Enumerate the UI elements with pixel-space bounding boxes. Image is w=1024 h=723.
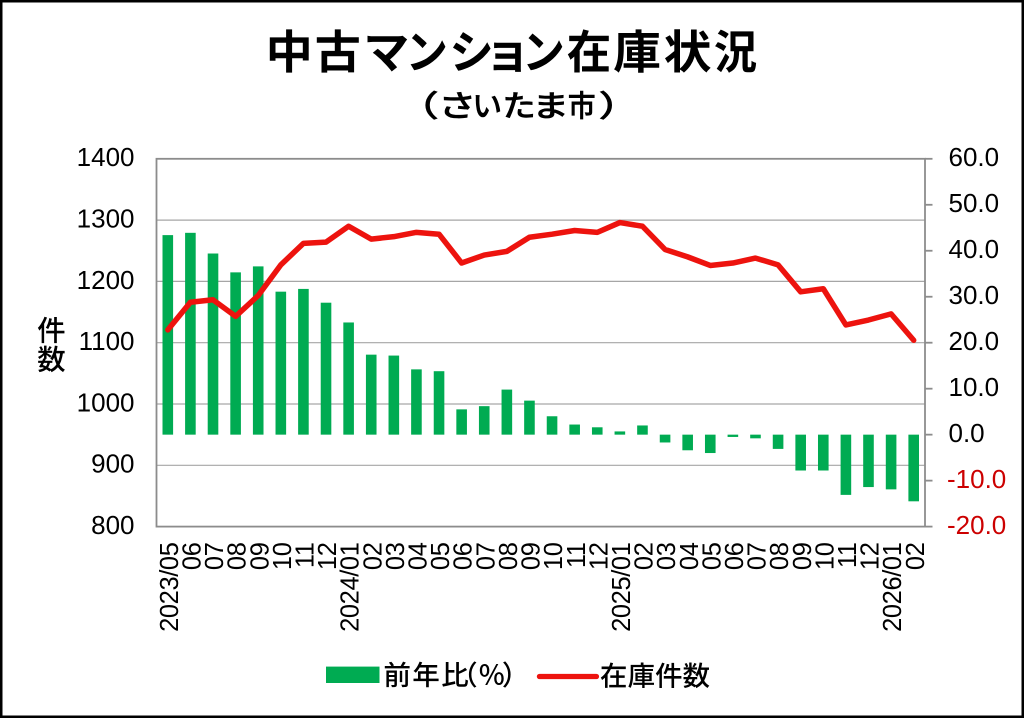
svg-text:2024/01: 2024/01 bbox=[337, 543, 365, 632]
svg-text:11: 11 bbox=[563, 543, 591, 569]
svg-text:07: 07 bbox=[472, 543, 500, 571]
svg-text:1200: 1200 bbox=[77, 265, 135, 295]
svg-text:07: 07 bbox=[744, 543, 772, 571]
svg-text:2025/01: 2025/01 bbox=[608, 543, 636, 632]
svg-text:900: 900 bbox=[91, 449, 134, 479]
svg-text:10: 10 bbox=[811, 542, 839, 570]
svg-text:02: 02 bbox=[631, 543, 659, 571]
svg-text:08: 08 bbox=[495, 542, 523, 570]
svg-text:05: 05 bbox=[427, 542, 455, 570]
svg-text:2026/01: 2026/01 bbox=[879, 543, 907, 632]
svg-text:04: 04 bbox=[676, 542, 704, 570]
svg-text:03: 03 bbox=[382, 542, 410, 570]
svg-text:05: 05 bbox=[698, 542, 726, 570]
svg-text:1100: 1100 bbox=[79, 326, 135, 356]
svg-text:1000: 1000 bbox=[77, 387, 135, 417]
svg-text:40.0: 40.0 bbox=[949, 234, 1000, 264]
svg-text:12: 12 bbox=[314, 543, 342, 571]
svg-text:02: 02 bbox=[359, 543, 387, 571]
svg-text:12: 12 bbox=[857, 543, 885, 571]
svg-text:30.0: 30.0 bbox=[949, 280, 1000, 310]
svg-text:10.0: 10.0 bbox=[949, 372, 1000, 402]
svg-text:02: 02 bbox=[902, 543, 930, 571]
svg-text:09: 09 bbox=[789, 543, 817, 571]
svg-text:1300: 1300 bbox=[77, 204, 135, 234]
svg-text:07: 07 bbox=[201, 543, 229, 571]
svg-text:10: 10 bbox=[540, 542, 568, 570]
svg-text:06: 06 bbox=[450, 542, 478, 570]
svg-text:60.0: 60.0 bbox=[949, 142, 1000, 172]
svg-text:12: 12 bbox=[585, 543, 613, 571]
svg-text:1400: 1400 bbox=[77, 142, 135, 172]
svg-text:04: 04 bbox=[405, 542, 433, 570]
svg-text:10: 10 bbox=[269, 542, 297, 570]
svg-text:50.0: 50.0 bbox=[949, 188, 1000, 218]
svg-text:800: 800 bbox=[91, 510, 134, 540]
svg-text:20.0: 20.0 bbox=[949, 326, 1000, 356]
svg-text:09: 09 bbox=[246, 543, 274, 571]
svg-text:2023/05: 2023/05 bbox=[156, 542, 184, 632]
svg-text:0.0: 0.0 bbox=[949, 418, 985, 448]
svg-text:06: 06 bbox=[721, 542, 749, 570]
svg-text:-20.0: -20.0 bbox=[947, 510, 1006, 540]
svg-text:08: 08 bbox=[766, 542, 794, 570]
svg-text:11: 11 bbox=[834, 543, 862, 569]
svg-text:-10.0: -10.0 bbox=[947, 464, 1006, 494]
svg-text:03: 03 bbox=[653, 542, 681, 570]
svg-text:08: 08 bbox=[224, 542, 252, 570]
svg-text:11: 11 bbox=[292, 543, 320, 569]
svg-text:09: 09 bbox=[518, 543, 546, 571]
svg-text:06: 06 bbox=[179, 542, 207, 570]
